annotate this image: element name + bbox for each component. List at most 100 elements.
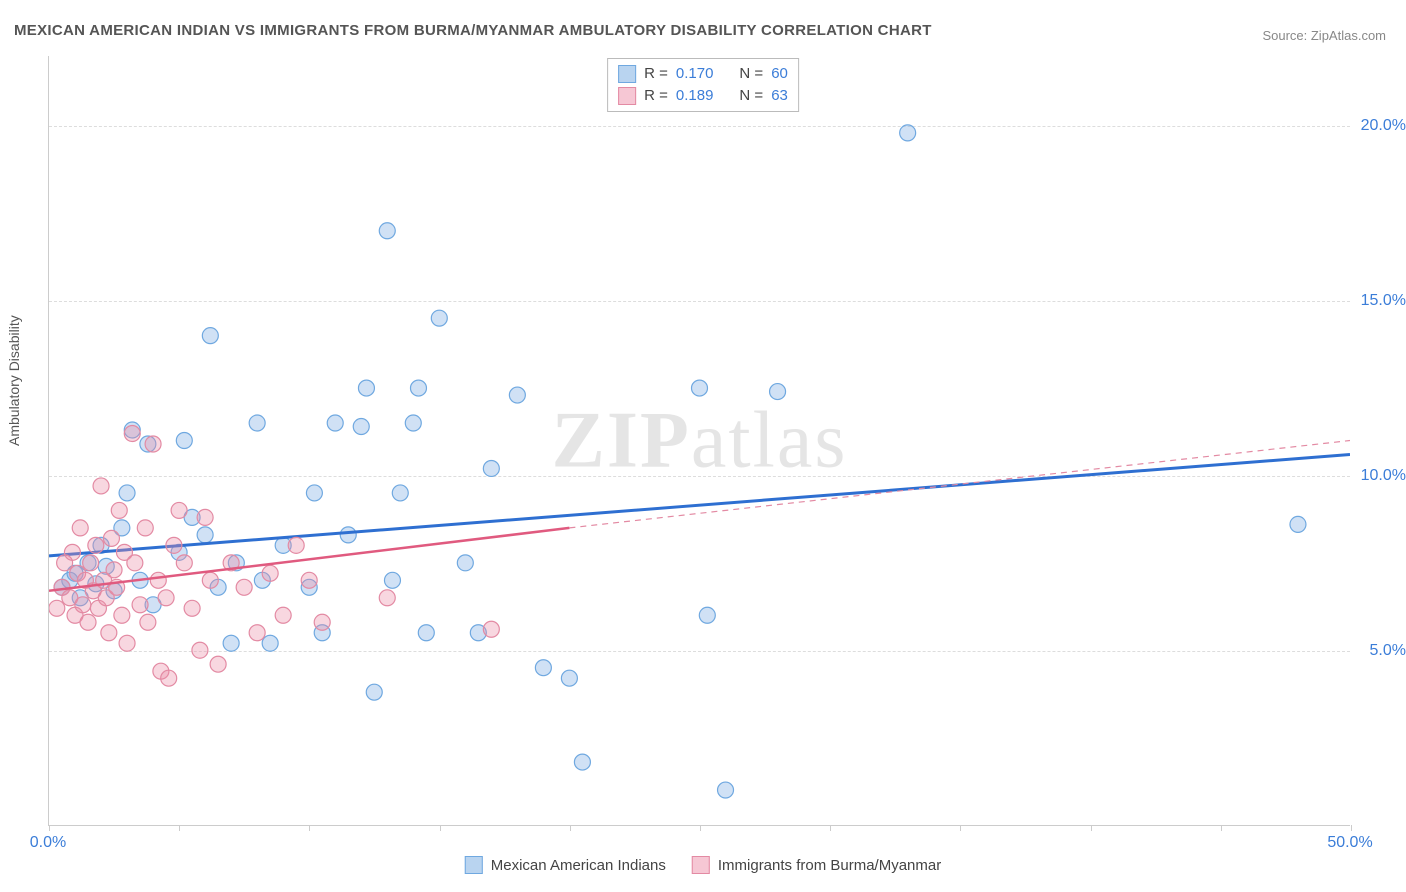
data-point <box>80 614 96 630</box>
data-point <box>483 460 499 476</box>
y-tick-label: 20.0% <box>1361 117 1406 135</box>
data-point <box>72 520 88 536</box>
x-tick <box>309 825 310 831</box>
scatter-svg <box>49 56 1350 825</box>
r-value: 0.170 <box>676 63 714 85</box>
data-point <box>49 600 65 616</box>
y-axis-label: Ambulatory Disability <box>6 315 22 446</box>
data-point <box>366 684 382 700</box>
data-point <box>392 485 408 501</box>
r-label: R = <box>644 63 668 85</box>
x-tick <box>1351 825 1352 831</box>
data-point <box>83 555 99 571</box>
data-point <box>535 660 551 676</box>
data-point <box>262 635 278 651</box>
data-point <box>197 527 213 543</box>
plot-area: ZIPatlas 5.0%10.0%15.0%20.0% <box>48 56 1350 826</box>
data-point <box>314 614 330 630</box>
legend-stat-row: R =0.189N =63 <box>618 85 788 107</box>
x-tick <box>440 825 441 831</box>
data-point <box>358 380 374 396</box>
legend-swatch <box>618 87 636 105</box>
data-point <box>262 565 278 581</box>
data-point <box>158 590 174 606</box>
y-tick-label: 15.0% <box>1361 292 1406 310</box>
data-point <box>431 310 447 326</box>
data-point <box>1290 516 1306 532</box>
data-point <box>145 436 161 452</box>
x-tick-label: 0.0% <box>30 834 66 852</box>
data-point <box>64 544 80 560</box>
data-point <box>210 656 226 672</box>
data-point <box>900 125 916 141</box>
data-point <box>119 485 135 501</box>
trend-line <box>49 454 1350 555</box>
data-point <box>236 579 252 595</box>
y-tick-label: 5.0% <box>1370 642 1406 660</box>
data-point <box>561 670 577 686</box>
data-point <box>106 562 122 578</box>
data-point <box>114 607 130 623</box>
data-point <box>184 600 200 616</box>
data-point <box>306 485 322 501</box>
data-point <box>197 509 213 525</box>
data-point <box>202 328 218 344</box>
data-point <box>75 597 91 613</box>
data-point <box>137 520 153 536</box>
data-point <box>249 415 265 431</box>
data-point <box>101 625 117 641</box>
x-tick <box>700 825 701 831</box>
n-label: N = <box>739 63 763 85</box>
n-value: 60 <box>771 63 788 85</box>
x-tick <box>179 825 180 831</box>
data-point <box>161 670 177 686</box>
data-point <box>93 478 109 494</box>
data-point <box>718 782 734 798</box>
data-point <box>88 537 104 553</box>
data-point <box>176 555 192 571</box>
n-value: 63 <box>771 85 788 107</box>
x-tick <box>1091 825 1092 831</box>
data-point <box>384 572 400 588</box>
data-point <box>249 625 265 641</box>
data-point <box>132 597 148 613</box>
r-label: R = <box>644 85 668 107</box>
x-tick <box>830 825 831 831</box>
data-point <box>176 433 192 449</box>
legend-stats: R =0.170N =60R =0.189N =63 <box>607 58 799 112</box>
data-point <box>405 415 421 431</box>
data-point <box>379 590 395 606</box>
data-point <box>379 223 395 239</box>
x-tick <box>1221 825 1222 831</box>
data-point <box>770 384 786 400</box>
data-point <box>353 419 369 435</box>
data-point <box>150 572 166 588</box>
x-tick <box>570 825 571 831</box>
data-point <box>171 502 187 518</box>
data-point <box>288 537 304 553</box>
x-tick <box>49 825 50 831</box>
chart-title: MEXICAN AMERICAN INDIAN VS IMMIGRANTS FR… <box>14 22 932 39</box>
data-point <box>692 380 708 396</box>
legend-swatch <box>692 856 710 874</box>
legend-series: Mexican American Indians Immigrants from … <box>465 856 941 874</box>
data-point <box>574 754 590 770</box>
data-point <box>119 635 135 651</box>
y-tick-label: 10.0% <box>1361 467 1406 485</box>
data-point <box>202 572 218 588</box>
data-point <box>301 572 317 588</box>
legend-label: Immigrants from Burma/Myanmar <box>718 857 941 874</box>
data-point <box>192 642 208 658</box>
legend-label: Mexican American Indians <box>491 857 666 874</box>
data-point <box>457 555 473 571</box>
x-tick-label: 50.0% <box>1327 834 1372 852</box>
data-point <box>223 635 239 651</box>
data-point <box>103 530 119 546</box>
data-point <box>124 426 140 442</box>
r-value: 0.189 <box>676 85 714 107</box>
source-attribution: Source: ZipAtlas.com <box>1262 28 1386 43</box>
legend-swatch <box>618 65 636 83</box>
legend-item: Immigrants from Burma/Myanmar <box>692 856 941 874</box>
data-point <box>699 607 715 623</box>
data-point <box>483 621 499 637</box>
